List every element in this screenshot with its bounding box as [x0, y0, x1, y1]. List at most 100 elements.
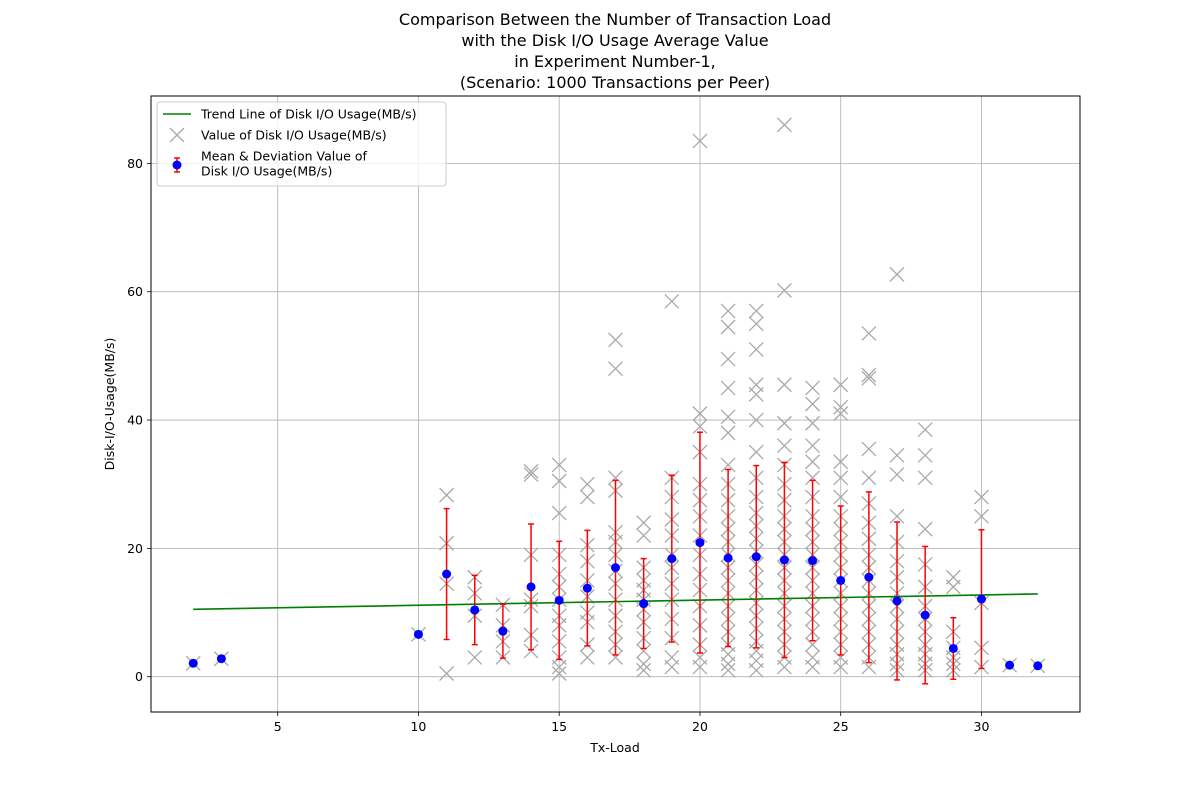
mean-marker — [864, 572, 874, 582]
value-marker — [776, 377, 792, 393]
value-marker — [861, 325, 877, 341]
value-marker — [776, 415, 792, 431]
y-tick-label: 0 — [135, 669, 143, 684]
legend-values-label: Value of Disk I/O Usage(MB/s) — [201, 128, 387, 143]
value-marker-stroke — [636, 515, 652, 531]
value-marker — [748, 341, 764, 357]
value-marker-stroke — [833, 406, 849, 422]
value-marker — [579, 476, 595, 492]
chart-title-line-2: with the Disk I/O Usage Average Value — [461, 31, 768, 50]
y-tick-label: 80 — [127, 156, 143, 171]
value-marker — [636, 643, 652, 659]
value-marker-stroke — [636, 662, 652, 678]
axis-ticks: 5 10 15 20 25 30 0 20 40 60 80 — [127, 156, 989, 734]
value-marker-stroke — [805, 470, 821, 486]
value-marker — [974, 508, 989, 524]
value-marker-stroke — [523, 463, 539, 479]
value-marker — [833, 454, 849, 470]
value-marker — [748, 303, 764, 319]
value-marker-stroke — [439, 666, 455, 681]
value-marker-stroke — [748, 303, 764, 319]
mean-marker — [976, 594, 986, 604]
value-marker-stroke — [833, 649, 849, 665]
value-marker — [439, 487, 455, 503]
value-marker — [861, 441, 877, 457]
value-marker — [861, 470, 877, 486]
x-tick-label: 20 — [692, 719, 708, 734]
value-marker-stroke — [720, 303, 736, 319]
mean-marker — [526, 582, 536, 592]
x-tick-label: 10 — [410, 719, 426, 734]
value-marker-stroke — [861, 325, 877, 341]
y-tick-label: 40 — [127, 413, 143, 428]
chart-title-line-4: (Scenario: 1000 Transactions per Peer) — [460, 73, 770, 92]
value-marker-stroke — [776, 415, 792, 431]
value-marker-stroke — [720, 409, 736, 425]
mean-marker — [188, 658, 198, 668]
x-tick-label: 5 — [274, 719, 282, 734]
value-marker-stroke — [523, 467, 539, 483]
value-marker-stroke — [917, 521, 933, 537]
value-marker — [889, 508, 905, 524]
value-marker-stroke — [748, 412, 764, 428]
value-marker — [805, 438, 821, 454]
value-marker — [889, 467, 905, 483]
value-marker-stroke — [805, 380, 821, 396]
value-marker-stroke — [720, 380, 736, 396]
value-marker — [805, 454, 821, 470]
value-marker-stroke — [439, 487, 455, 503]
value-marker — [467, 649, 483, 665]
value-marker-stroke — [861, 441, 877, 457]
value-marker-stroke — [805, 649, 821, 665]
value-marker-stroke — [636, 528, 652, 544]
legend-values-swatch — [169, 127, 185, 143]
mean-marker — [723, 553, 733, 563]
mean-marker — [751, 552, 761, 562]
value-marker — [692, 406, 708, 422]
value-marker — [917, 447, 933, 463]
value-marker-stroke — [664, 649, 680, 665]
value-marker-stroke — [467, 649, 483, 665]
value-marker-stroke — [861, 470, 877, 486]
value-marker — [720, 303, 736, 319]
value-marker-stroke — [720, 351, 736, 367]
mean-markers — [188, 538, 1043, 671]
value-marker-stroke — [692, 418, 708, 434]
value-marker — [523, 467, 539, 483]
mean-marker — [582, 583, 592, 593]
value-marker-stroke — [805, 415, 821, 431]
value-marker — [608, 649, 623, 665]
value-marker-stroke — [692, 649, 708, 665]
value-marker — [917, 521, 933, 537]
value-marker-stroke — [805, 454, 821, 470]
value-marker — [636, 656, 652, 672]
value-marker-stroke — [833, 470, 849, 486]
mean-marker — [442, 569, 452, 579]
value-marker — [636, 515, 652, 531]
x-tick-label: 15 — [551, 719, 567, 734]
value-marker — [776, 117, 792, 133]
value-marker — [608, 361, 623, 377]
mean-marker — [639, 599, 649, 609]
value-marker — [805, 415, 821, 431]
value-marker — [439, 666, 455, 681]
value-marker — [636, 662, 652, 678]
mean-marker — [836, 575, 846, 585]
value-marker — [805, 470, 821, 486]
y-tick-label: 20 — [127, 541, 143, 556]
mean-marker — [920, 610, 930, 620]
value-marker-stroke — [636, 643, 652, 659]
value-marker — [805, 637, 821, 653]
value-marker-stroke — [608, 470, 623, 486]
value-marker — [523, 643, 539, 659]
value-marker — [551, 666, 567, 681]
value-marker-stroke — [551, 457, 567, 473]
x-tick-label: 30 — [974, 719, 990, 734]
legend-box — [156, 101, 447, 187]
x-axis-label: Tx-Load — [589, 740, 640, 755]
value-marker — [833, 649, 849, 665]
value-marker — [805, 396, 821, 412]
value-marker-stroke — [720, 425, 736, 441]
value-marker-stroke — [776, 438, 792, 454]
